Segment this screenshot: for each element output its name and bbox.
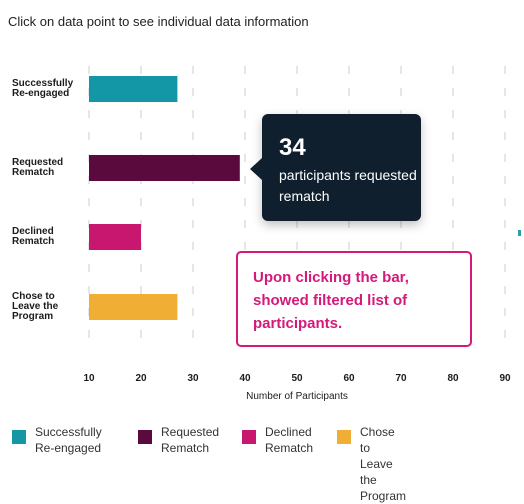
legend-label: Chose to Leave the Program (360, 424, 406, 504)
grid-lines (88, 66, 506, 352)
annotation-callout: Upon clicking the bar, showed filtered l… (236, 251, 472, 347)
category-label-line: Requested (12, 157, 64, 168)
bars (89, 76, 240, 320)
bar-chose-to-leave-the-program[interactable] (89, 294, 178, 320)
x-tick-label: 30 (187, 373, 199, 384)
legend-label-line: Requested (161, 425, 220, 439)
category-label: Declined Rematch (12, 227, 82, 247)
category-label-line: Program (12, 311, 54, 322)
x-tick-label: 20 (135, 373, 147, 384)
legend-label-line: Declined (265, 425, 312, 439)
legend-swatch (12, 430, 26, 444)
category-label: Requested Rematch (12, 158, 82, 178)
legend-swatch (242, 430, 256, 444)
legend-label-line: Re-engaged (35, 441, 102, 455)
category-label-line: Rematch (12, 167, 55, 178)
annotation-text: Upon clicking the bar, showed filtered l… (253, 269, 409, 332)
legend-swatch (138, 430, 152, 444)
x-tick-label: 90 (499, 373, 511, 384)
x-axis-label: Number of Participants (246, 391, 348, 402)
bar-declined-rematch[interactable] (89, 224, 141, 250)
x-tick-label: 50 (291, 373, 303, 384)
legend-label-line: the Program (360, 473, 407, 503)
bar-chart: 10 20 30 40 50 60 70 80 90 Number of Participant… (83, 66, 511, 402)
x-tick-label: 60 (343, 373, 355, 384)
bar-successfully-re-engaged[interactable] (89, 76, 178, 102)
category-label-line: Leave the (12, 301, 59, 312)
legend-label: Declined Rematch (265, 424, 313, 456)
legend-label-line: Successfully (35, 425, 102, 439)
category-label-line: Rematch (12, 236, 55, 247)
legend-label: Requested Rematch (161, 424, 219, 456)
x-tick-label: 10 (83, 373, 95, 384)
chart-instruction: Click on data point to see individual da… (8, 14, 309, 29)
bar-requested-rematch[interactable] (89, 155, 240, 181)
legend-label-line: Rematch (161, 441, 210, 455)
x-axis-ticks: 10 20 30 40 50 60 70 80 90 (83, 373, 511, 384)
x-tick-label: 80 (447, 373, 459, 384)
legend-label-line: Rematch (265, 441, 314, 455)
legend-label: Successfully Re-engaged (35, 424, 102, 456)
edge-indicator (518, 230, 521, 236)
legend-swatch (337, 430, 351, 444)
category-label-line: Re-engaged (12, 88, 70, 99)
category-label: Successfully Re-engaged (12, 79, 82, 99)
category-label-line: Successfully (12, 78, 74, 89)
bar-tooltip: 34 participants requested rematch (250, 114, 421, 221)
x-tick-label: 40 (239, 373, 251, 384)
category-label-line: Chose to (12, 291, 55, 302)
tooltip-text: participants requested rematch (279, 167, 417, 204)
category-label-line: Declined (12, 226, 54, 237)
x-tick-label: 70 (395, 373, 407, 384)
category-label: Chose to Leave the Program (12, 292, 82, 322)
tooltip-value: 34 (279, 134, 306, 161)
